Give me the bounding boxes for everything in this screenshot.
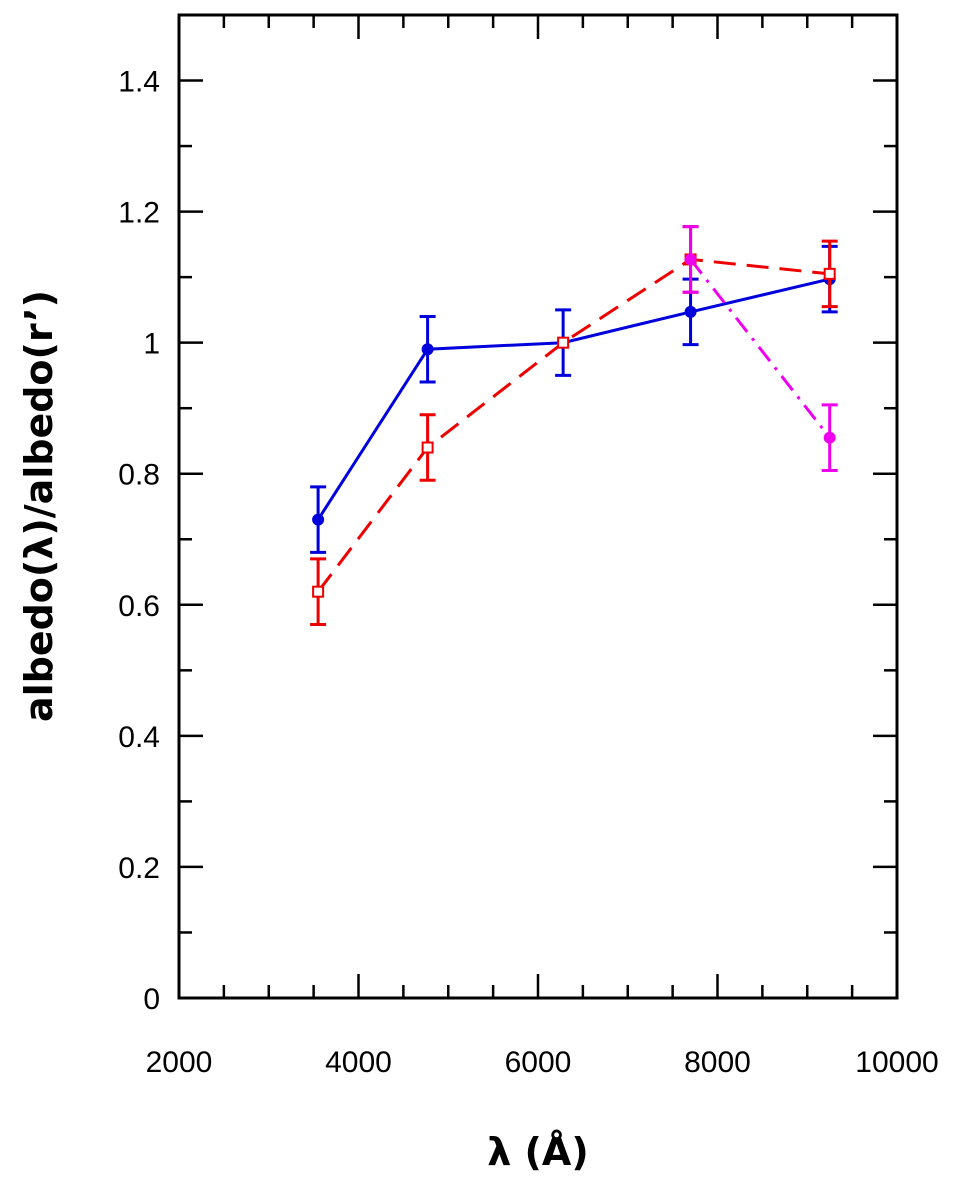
series-3: [682, 225, 838, 472]
y-tick-label: 0.6: [118, 590, 160, 623]
x-axis-title: λ (Å): [487, 1130, 588, 1174]
data-point: [684, 253, 697, 266]
series-layer: [310, 225, 838, 626]
data-point: [421, 343, 434, 356]
data-point: [823, 267, 836, 280]
y-tick-label: 1: [143, 328, 160, 361]
y-tick-label: 0.2: [118, 852, 160, 885]
tick-labels: 2000 4000 6000 8000 10000 0 0.2 0.4 0.6 0.8 1 1.2 1.…: [118, 66, 938, 1079]
y-tick-label: 1.2: [118, 197, 160, 230]
x-tick-label: 4000: [325, 1046, 392, 1079]
series-line: [316, 257, 830, 593]
series-line: [316, 277, 831, 521]
y-tick-label: 0.4: [118, 721, 160, 754]
data-point: [557, 336, 570, 349]
data-point: [823, 431, 836, 444]
series-1: [310, 244, 838, 554]
data-point: [312, 513, 325, 526]
y-tick-label: 0.8: [118, 459, 160, 492]
y-axis-title: albedo(λ)/albedo(r’): [17, 290, 61, 722]
data-point: [421, 441, 434, 454]
series-2: [310, 225, 838, 626]
plot-frame: [177, 13, 899, 1000]
series-line: [689, 258, 831, 439]
data-point: [312, 585, 325, 598]
x-tick-label: 2000: [146, 1046, 213, 1079]
y-tick-label: 1.4: [118, 66, 160, 99]
y-tick-label: 0: [143, 983, 160, 1016]
x-tick-label: 10000: [855, 1046, 938, 1079]
data-point: [684, 305, 697, 318]
x-tick-label: 6000: [505, 1046, 572, 1079]
axis-ticks: [177, 15, 899, 1000]
x-tick-label: 8000: [684, 1046, 751, 1079]
